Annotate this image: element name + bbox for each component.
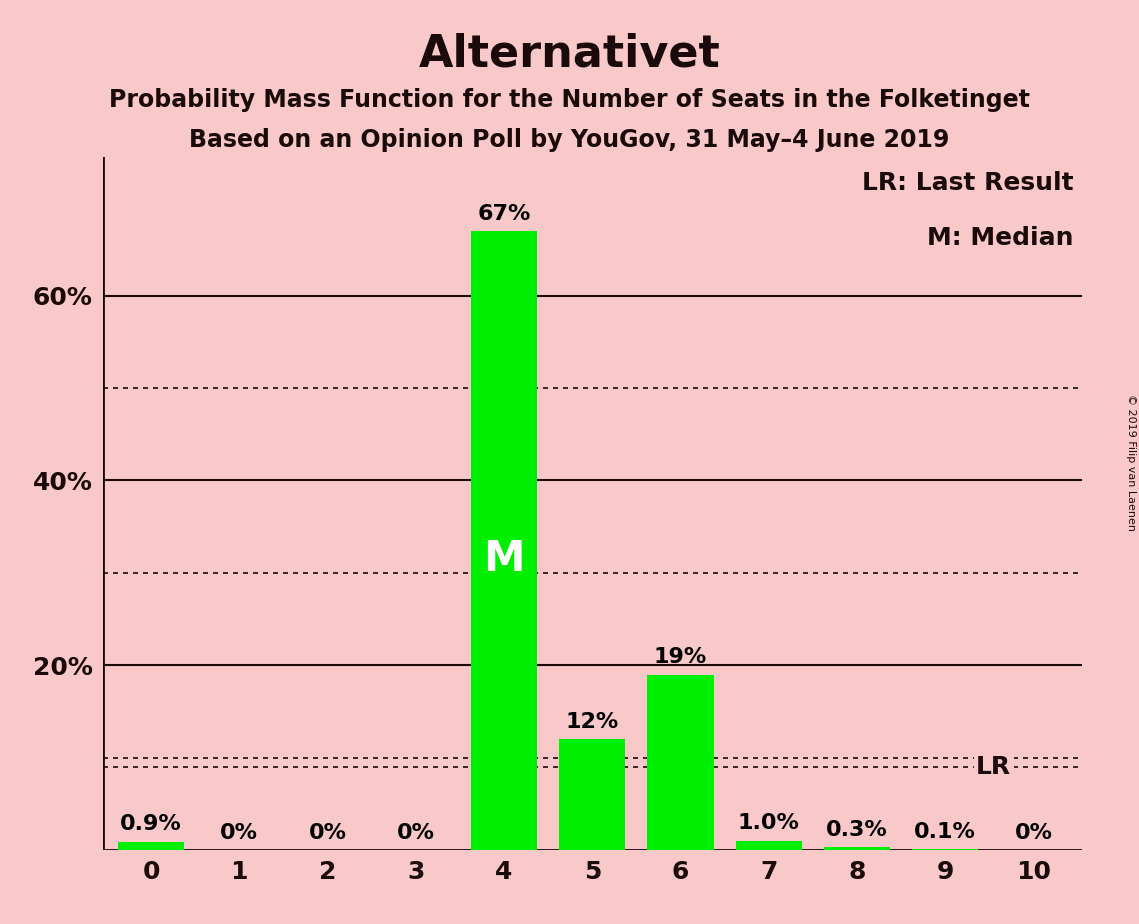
Text: 67%: 67% (477, 203, 531, 224)
Text: 12%: 12% (566, 711, 618, 732)
Text: 0%: 0% (220, 822, 259, 843)
Text: M: M (483, 538, 525, 580)
Text: 0%: 0% (309, 822, 346, 843)
Text: 0%: 0% (396, 822, 435, 843)
Bar (736, 841, 802, 850)
Text: LR: Last Result: LR: Last Result (861, 171, 1073, 195)
Text: © 2019 Filip van Laenen: © 2019 Filip van Laenen (1126, 394, 1136, 530)
Text: 0%: 0% (1015, 822, 1052, 843)
Bar (912, 849, 978, 850)
Text: 1.0%: 1.0% (738, 813, 800, 833)
Text: Based on an Opinion Poll by YouGov, 31 May–4 June 2019: Based on an Opinion Poll by YouGov, 31 M… (189, 128, 950, 152)
Text: Probability Mass Function for the Number of Seats in the Folketinget: Probability Mass Function for the Number… (109, 88, 1030, 112)
Text: Alternativet: Alternativet (419, 32, 720, 76)
Text: 0.9%: 0.9% (121, 814, 182, 834)
Text: M: Median: M: Median (927, 226, 1073, 250)
Text: 0.3%: 0.3% (826, 820, 888, 840)
Bar (823, 847, 890, 850)
Bar (118, 842, 185, 850)
Text: 19%: 19% (654, 647, 707, 667)
Bar (470, 231, 538, 850)
Text: 0.1%: 0.1% (915, 821, 976, 842)
Bar (647, 675, 714, 850)
Text: LR: LR (976, 755, 1011, 779)
Bar (559, 739, 625, 850)
